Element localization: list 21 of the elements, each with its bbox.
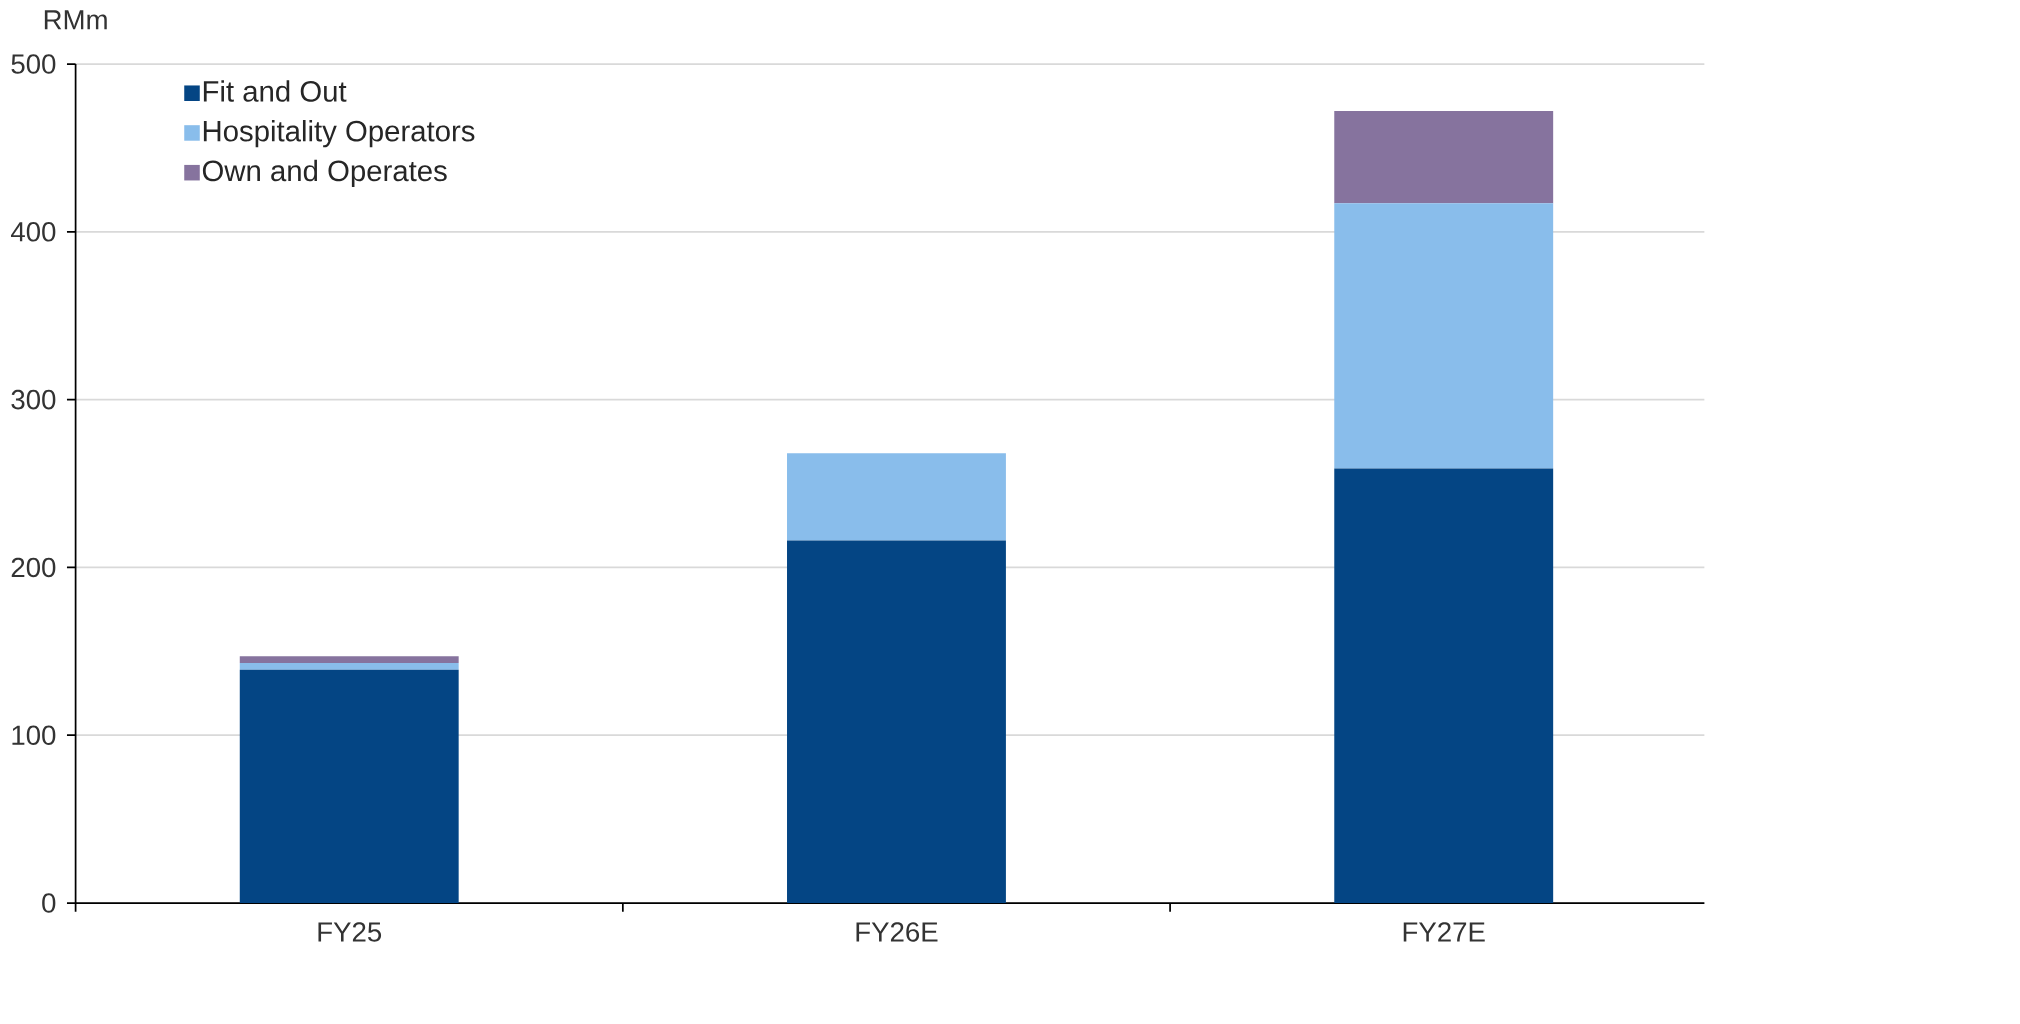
y-tick-label: 500: [11, 54, 56, 74]
y-tick-label: 0: [42, 893, 56, 913]
bar: [787, 540, 1006, 904]
bar: [1334, 111, 1554, 204]
y-tick-label: 100: [12, 725, 56, 746]
y-axis-title: RMm: [44, 10, 107, 30]
x-tick-label: FY27E: [1403, 922, 1485, 942]
y-tick-label: 300: [11, 389, 56, 410]
y-tick-label: 200: [11, 557, 56, 578]
bar: [239, 656, 459, 664]
y-tick-label: 400: [10, 222, 56, 242]
bar: [239, 663, 459, 670]
legend-label: Hospitality Operators: [203, 120, 475, 148]
legend-label: Own and Operates: [202, 159, 447, 188]
bar: [239, 669, 459, 904]
bar: [1334, 468, 1554, 904]
x-tick-label: FY25: [318, 922, 382, 942]
x-tick-label: FY26E: [856, 922, 938, 942]
bar: [787, 453, 1006, 541]
legend-label: Fit and Out: [203, 80, 347, 102]
bar: [1334, 203, 1554, 469]
